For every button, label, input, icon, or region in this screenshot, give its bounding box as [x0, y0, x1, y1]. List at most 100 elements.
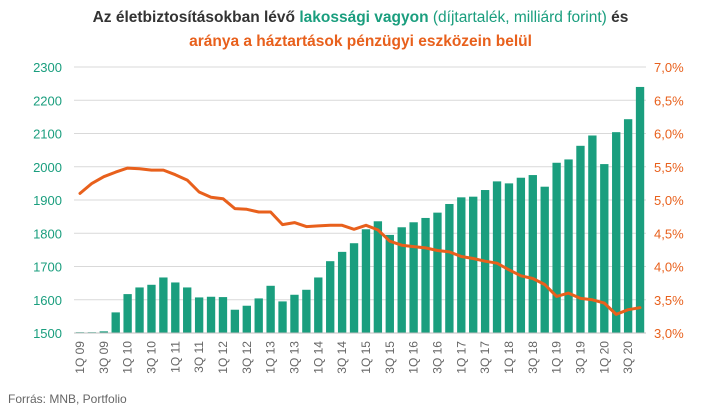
x-tick-label: 1Q 20: [597, 341, 611, 374]
x-tick-label: 3Q 09: [97, 341, 111, 374]
bar: [528, 175, 537, 333]
x-tick-label: 3Q 15: [383, 341, 397, 374]
bar: [504, 183, 514, 333]
bar: [99, 331, 108, 333]
x-tick-label: 1Q 14: [311, 341, 325, 374]
left-tick-label: 1800: [33, 226, 62, 241]
bar: [159, 277, 168, 333]
bar: [516, 177, 526, 333]
bar: [600, 164, 609, 333]
right-tick-label: 5,5%: [654, 160, 684, 175]
bar: [445, 203, 454, 333]
bar: [147, 284, 156, 333]
title-part-2: lakossági vagyon: [299, 9, 429, 26]
share-line: [78, 166, 642, 316]
bar: [135, 287, 144, 333]
chart-title: Az életbiztosításokban lévő lakossági va…: [0, 6, 721, 54]
title-line-2: aránya a háztartások pénzügyi eszközein …: [189, 33, 532, 50]
left-axis: 1500 1600 1700 1800 1900 2000 2100 2200 2300: [33, 60, 62, 341]
bar: [171, 282, 180, 333]
title-part-1: Az életbiztosításokban lévő: [92, 9, 300, 26]
source-note: Forrás: MNB, Portfolio: [8, 392, 127, 406]
grid-lines: [74, 66, 646, 334]
bar: [290, 294, 299, 333]
bar: [326, 261, 335, 333]
x-tick-label: 1Q 11: [168, 341, 182, 373]
x-axis: 1Q 09 3Q 09 1Q 10 3Q 10 1Q 11 3Q 11 1Q 12 3Q 12…: [73, 332, 646, 374]
bar: [111, 312, 120, 333]
bar: [206, 296, 216, 333]
x-tick-label: 3Q 19: [574, 341, 588, 374]
x-tick-label: 3Q 11: [192, 341, 206, 373]
bar: [337, 251, 347, 333]
x-tick-label: 3Q 20: [621, 341, 635, 374]
right-tick-label: 5,0%: [654, 193, 684, 208]
bar: [183, 287, 192, 333]
x-tick-label: 3Q 16: [431, 341, 445, 374]
bar: [623, 119, 633, 333]
left-tick-label: 2300: [33, 60, 62, 75]
right-tick-label: 6,0%: [654, 127, 684, 142]
line-series: [78, 166, 642, 316]
x-tick-label: 1Q 17: [454, 341, 468, 374]
x-tick-label: 1Q 09: [73, 341, 87, 374]
bar: [540, 186, 549, 333]
bar: [457, 197, 466, 333]
bar: [552, 162, 561, 333]
bar: [421, 217, 430, 333]
right-axis: 3,0% 3,5% 4,0% 4,5% 5,0% 5,5% 6,0% 6,5% 7,0%: [654, 60, 684, 341]
bar: [218, 297, 228, 333]
bar: [123, 294, 132, 333]
right-tick-label: 3,0%: [654, 326, 684, 341]
title-part-3: (díjtartalék, milliárd forint): [428, 9, 607, 26]
right-tick-label: 6,5%: [654, 93, 684, 108]
right-tick-label: 3,5%: [654, 293, 684, 308]
x-tick-label: 1Q 12: [216, 341, 230, 374]
x-tick-label: 3Q 12: [240, 341, 254, 374]
x-tick-label: 1Q 15: [359, 341, 373, 374]
x-tick-label: 1Q 19: [550, 341, 564, 374]
bar: [302, 289, 311, 333]
left-tick-label: 2200: [33, 93, 62, 108]
bar: [278, 301, 287, 333]
bar: [564, 159, 573, 333]
bar: [612, 132, 621, 333]
bar: [254, 298, 263, 333]
bar: [314, 277, 323, 333]
bar: [469, 196, 478, 333]
bar: [361, 229, 371, 333]
left-tick-label: 1500: [33, 326, 62, 341]
right-tick-label: 4,5%: [654, 226, 684, 241]
bar: [349, 243, 359, 333]
x-tick-label: 3Q 13: [288, 341, 302, 374]
x-tick-label: 1Q 16: [407, 341, 421, 374]
left-tick-label: 1900: [33, 193, 62, 208]
x-tick-label: 1Q 10: [121, 341, 135, 374]
bar: [385, 234, 394, 333]
x-tick-label: 3Q 10: [145, 341, 159, 374]
bar: [242, 305, 251, 333]
bar: [194, 297, 204, 333]
left-tick-label: 1600: [33, 293, 62, 308]
x-tick-label: 3Q 18: [526, 341, 540, 374]
bar: [576, 145, 585, 333]
bar: [492, 181, 502, 333]
x-tick-label: 1Q 13: [264, 341, 278, 374]
x-tick-label: 1Q 18: [502, 341, 516, 374]
bar: [266, 285, 275, 333]
left-tick-label: 2000: [33, 160, 62, 175]
title-part-4: és: [606, 9, 629, 26]
bar: [397, 227, 406, 333]
bar: [588, 135, 597, 333]
left-tick-label: 2100: [33, 127, 62, 142]
right-tick-label: 7,0%: [654, 60, 684, 75]
left-tick-label: 1700: [33, 260, 62, 275]
bar: [373, 221, 383, 333]
bar: [409, 222, 418, 333]
bar: [635, 86, 645, 333]
right-tick-label: 4,0%: [654, 260, 684, 275]
x-tick-label: 3Q 14: [335, 341, 349, 374]
bar: [433, 212, 442, 333]
bar: [230, 309, 240, 333]
